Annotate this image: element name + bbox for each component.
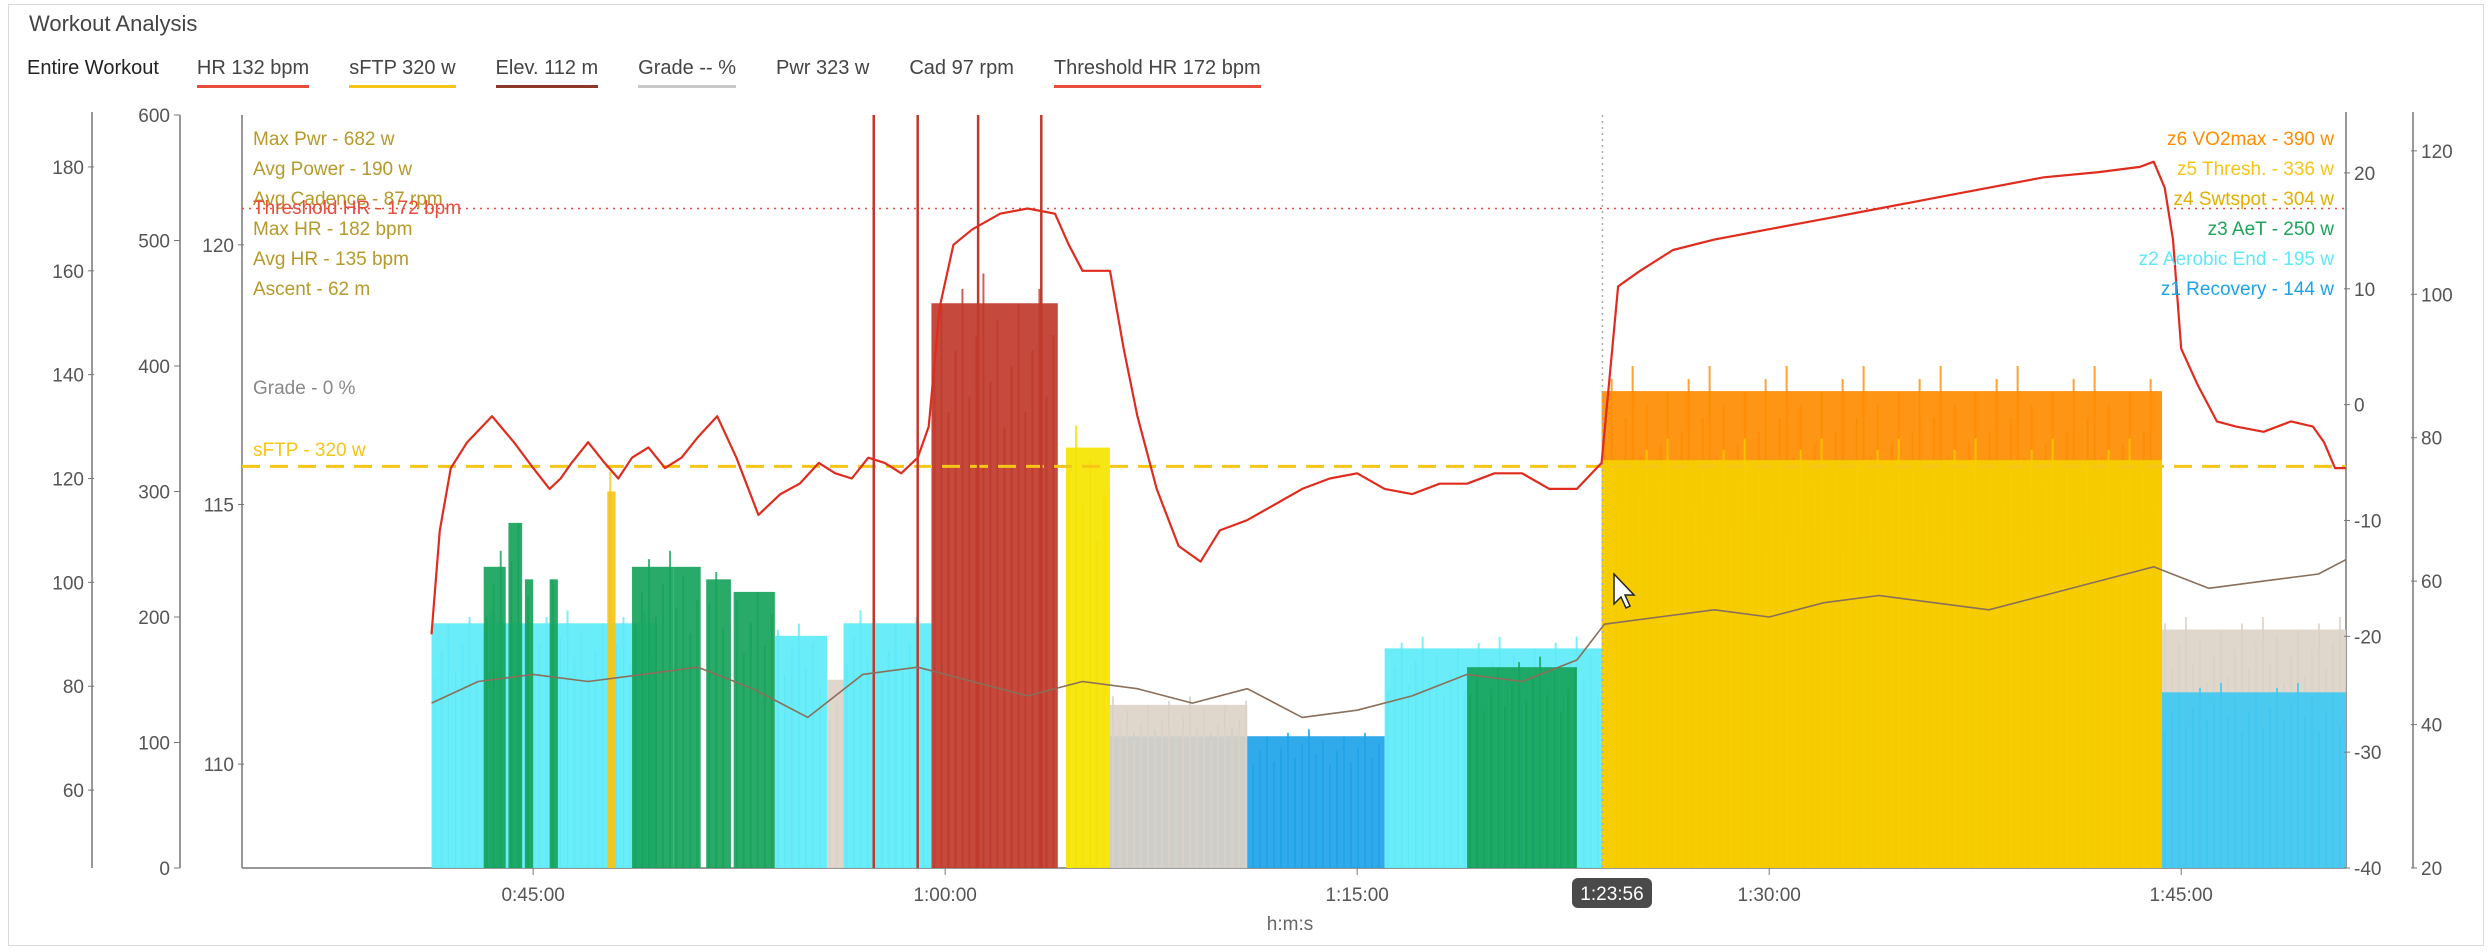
- chart-annotations: Max Pwr - 682 w Avg Power - 190 w Avg Cade…: [253, 129, 2334, 461]
- cursor-time-label: 1:23:56: [1580, 884, 1643, 905]
- grade-tick-label: -10: [2354, 511, 2381, 532]
- hr-tick-label: 80: [63, 677, 84, 698]
- x-tick-label: 1:45:00: [2149, 885, 2212, 906]
- window-title: Workout Analysis: [29, 11, 198, 36]
- power-segment: [1467, 667, 1577, 868]
- power-tick-label: 400: [138, 357, 170, 378]
- zone-label: z3 AeT - 250 w: [2208, 219, 2335, 240]
- power-segment: [931, 303, 1058, 868]
- power-segment: [1601, 460, 2162, 868]
- elevation-tick-label: 110: [204, 755, 234, 776]
- summary-label: Max Pwr - 682 w: [253, 129, 395, 150]
- power-segment: [774, 635, 828, 868]
- sftp-metric-toggle[interactable]: sFTP 320 w: [349, 57, 456, 88]
- cadence-tick-label: 120: [2421, 142, 2453, 163]
- power-segment: [1109, 704, 1248, 868]
- x-tick-label: 1:30:00: [1737, 885, 1800, 906]
- metrics-toolbar: Entire Workout HR 132 bpm sFTP 320 w Ele…: [27, 57, 1301, 88]
- hr-tick-label: 160: [52, 262, 84, 283]
- power-segment: [632, 566, 674, 868]
- zone-label: z4 Swtspot - 304 w: [2173, 189, 2334, 210]
- grade-label: Grade - 0 %: [253, 378, 356, 399]
- cursor-time-badge: [1572, 878, 1652, 908]
- x-tick-label: 1:15:00: [1325, 885, 1388, 906]
- grade-tick-label: 20: [2354, 164, 2375, 185]
- zone-label: z5 Thresh. - 336 w: [2177, 159, 2334, 180]
- elevation-tick-label: 120: [202, 236, 234, 257]
- hr-metric-toggle[interactable]: HR 132 bpm: [196, 57, 310, 88]
- power-tick-label: 100: [138, 734, 170, 755]
- zone-label: z1 Recovery - 144 w: [2161, 279, 2334, 300]
- power-segment: [607, 491, 616, 868]
- power-tick-label: 500: [138, 232, 170, 253]
- tab-entire-workout[interactable]: Entire Workout: [27, 57, 159, 79]
- x-tick-label: 0:45:00: [501, 885, 564, 906]
- hr-tick-label: 100: [52, 573, 84, 594]
- line-series: [430, 160, 2347, 719]
- summary-label: Avg Cadence - 87 rpm: [253, 189, 443, 210]
- power-segment: [549, 579, 558, 868]
- power-metric-toggle[interactable]: Pwr 323 w: [775, 57, 870, 79]
- grade-tick-label: -30: [2354, 743, 2381, 764]
- sftp-label: sFTP - 320 w: [253, 440, 366, 461]
- summary-label: Avg HR - 135 bpm: [253, 249, 409, 270]
- power-segment: [524, 579, 534, 868]
- power-tick-label: 600: [138, 106, 170, 127]
- axis-tick-labels: 6080100120140160180010020030040050060011…: [52, 106, 2452, 906]
- grade-tick-label: -40: [2354, 859, 2381, 880]
- power-series: [431, 273, 2346, 868]
- zone-label: z2 Aerobic End - 195 w: [2139, 249, 2335, 270]
- summary-label: Max HR - 182 bpm: [253, 219, 412, 240]
- cadence-line: [431, 558, 2347, 719]
- power-tick-label: 300: [138, 483, 170, 504]
- hr-tick-label: 60: [63, 781, 84, 802]
- grade-tick-label: 0: [2354, 396, 2365, 417]
- threshold-hr-metric-toggle[interactable]: Threshold HR 172 bpm: [1053, 57, 1261, 88]
- power-segment: [1066, 447, 1110, 868]
- x-tick-label: 1:00:00: [913, 885, 976, 906]
- hr-line: [430, 160, 2346, 635]
- power-tick-label: 200: [138, 608, 170, 629]
- power-segment: [706, 579, 731, 868]
- zone-label: z6 VO2max - 390 w: [2167, 129, 2334, 150]
- mouse-cursor-icon: [1613, 572, 1636, 610]
- cadence-tick-label: 60: [2421, 572, 2442, 593]
- elevation-tick-label: 115: [204, 495, 234, 516]
- cadence-metric-toggle[interactable]: Cad 97 rpm: [909, 57, 1014, 79]
- threshold-hr-label: Threshold HR - 172 bpm: [253, 198, 461, 219]
- elevation-metric-toggle[interactable]: Elev. 112 m: [495, 57, 599, 88]
- summary-label: Ascent - 62 m: [253, 279, 370, 300]
- grade-tick-label: -20: [2354, 627, 2381, 648]
- power-segment: [827, 679, 844, 868]
- x-axis-label: h:m:s: [1267, 914, 1313, 935]
- power-segment: [673, 566, 701, 868]
- cadence-tick-label: 100: [2421, 285, 2453, 306]
- summary-label: Avg Power - 190 w: [253, 159, 412, 180]
- cadence-tick-label: 80: [2421, 429, 2442, 450]
- hr-tick-label: 180: [52, 158, 84, 179]
- cadence-tick-label: 20: [2421, 859, 2442, 880]
- cadence-tick-label: 40: [2421, 716, 2442, 737]
- grade-tick-label: 10: [2354, 280, 2375, 301]
- hr-tick-label: 140: [52, 366, 84, 387]
- power-tick-label: 0: [159, 859, 170, 880]
- hr-tick-label: 120: [52, 470, 84, 491]
- guide-lines: [242, 115, 2346, 868]
- power-segment: [733, 591, 775, 868]
- grade-metric-toggle[interactable]: Grade -- %: [638, 57, 736, 88]
